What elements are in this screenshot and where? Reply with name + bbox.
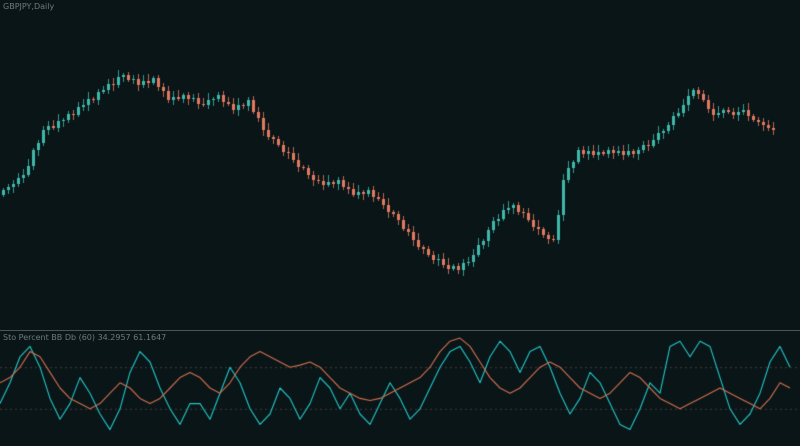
panel-divider[interactable] bbox=[0, 330, 800, 331]
